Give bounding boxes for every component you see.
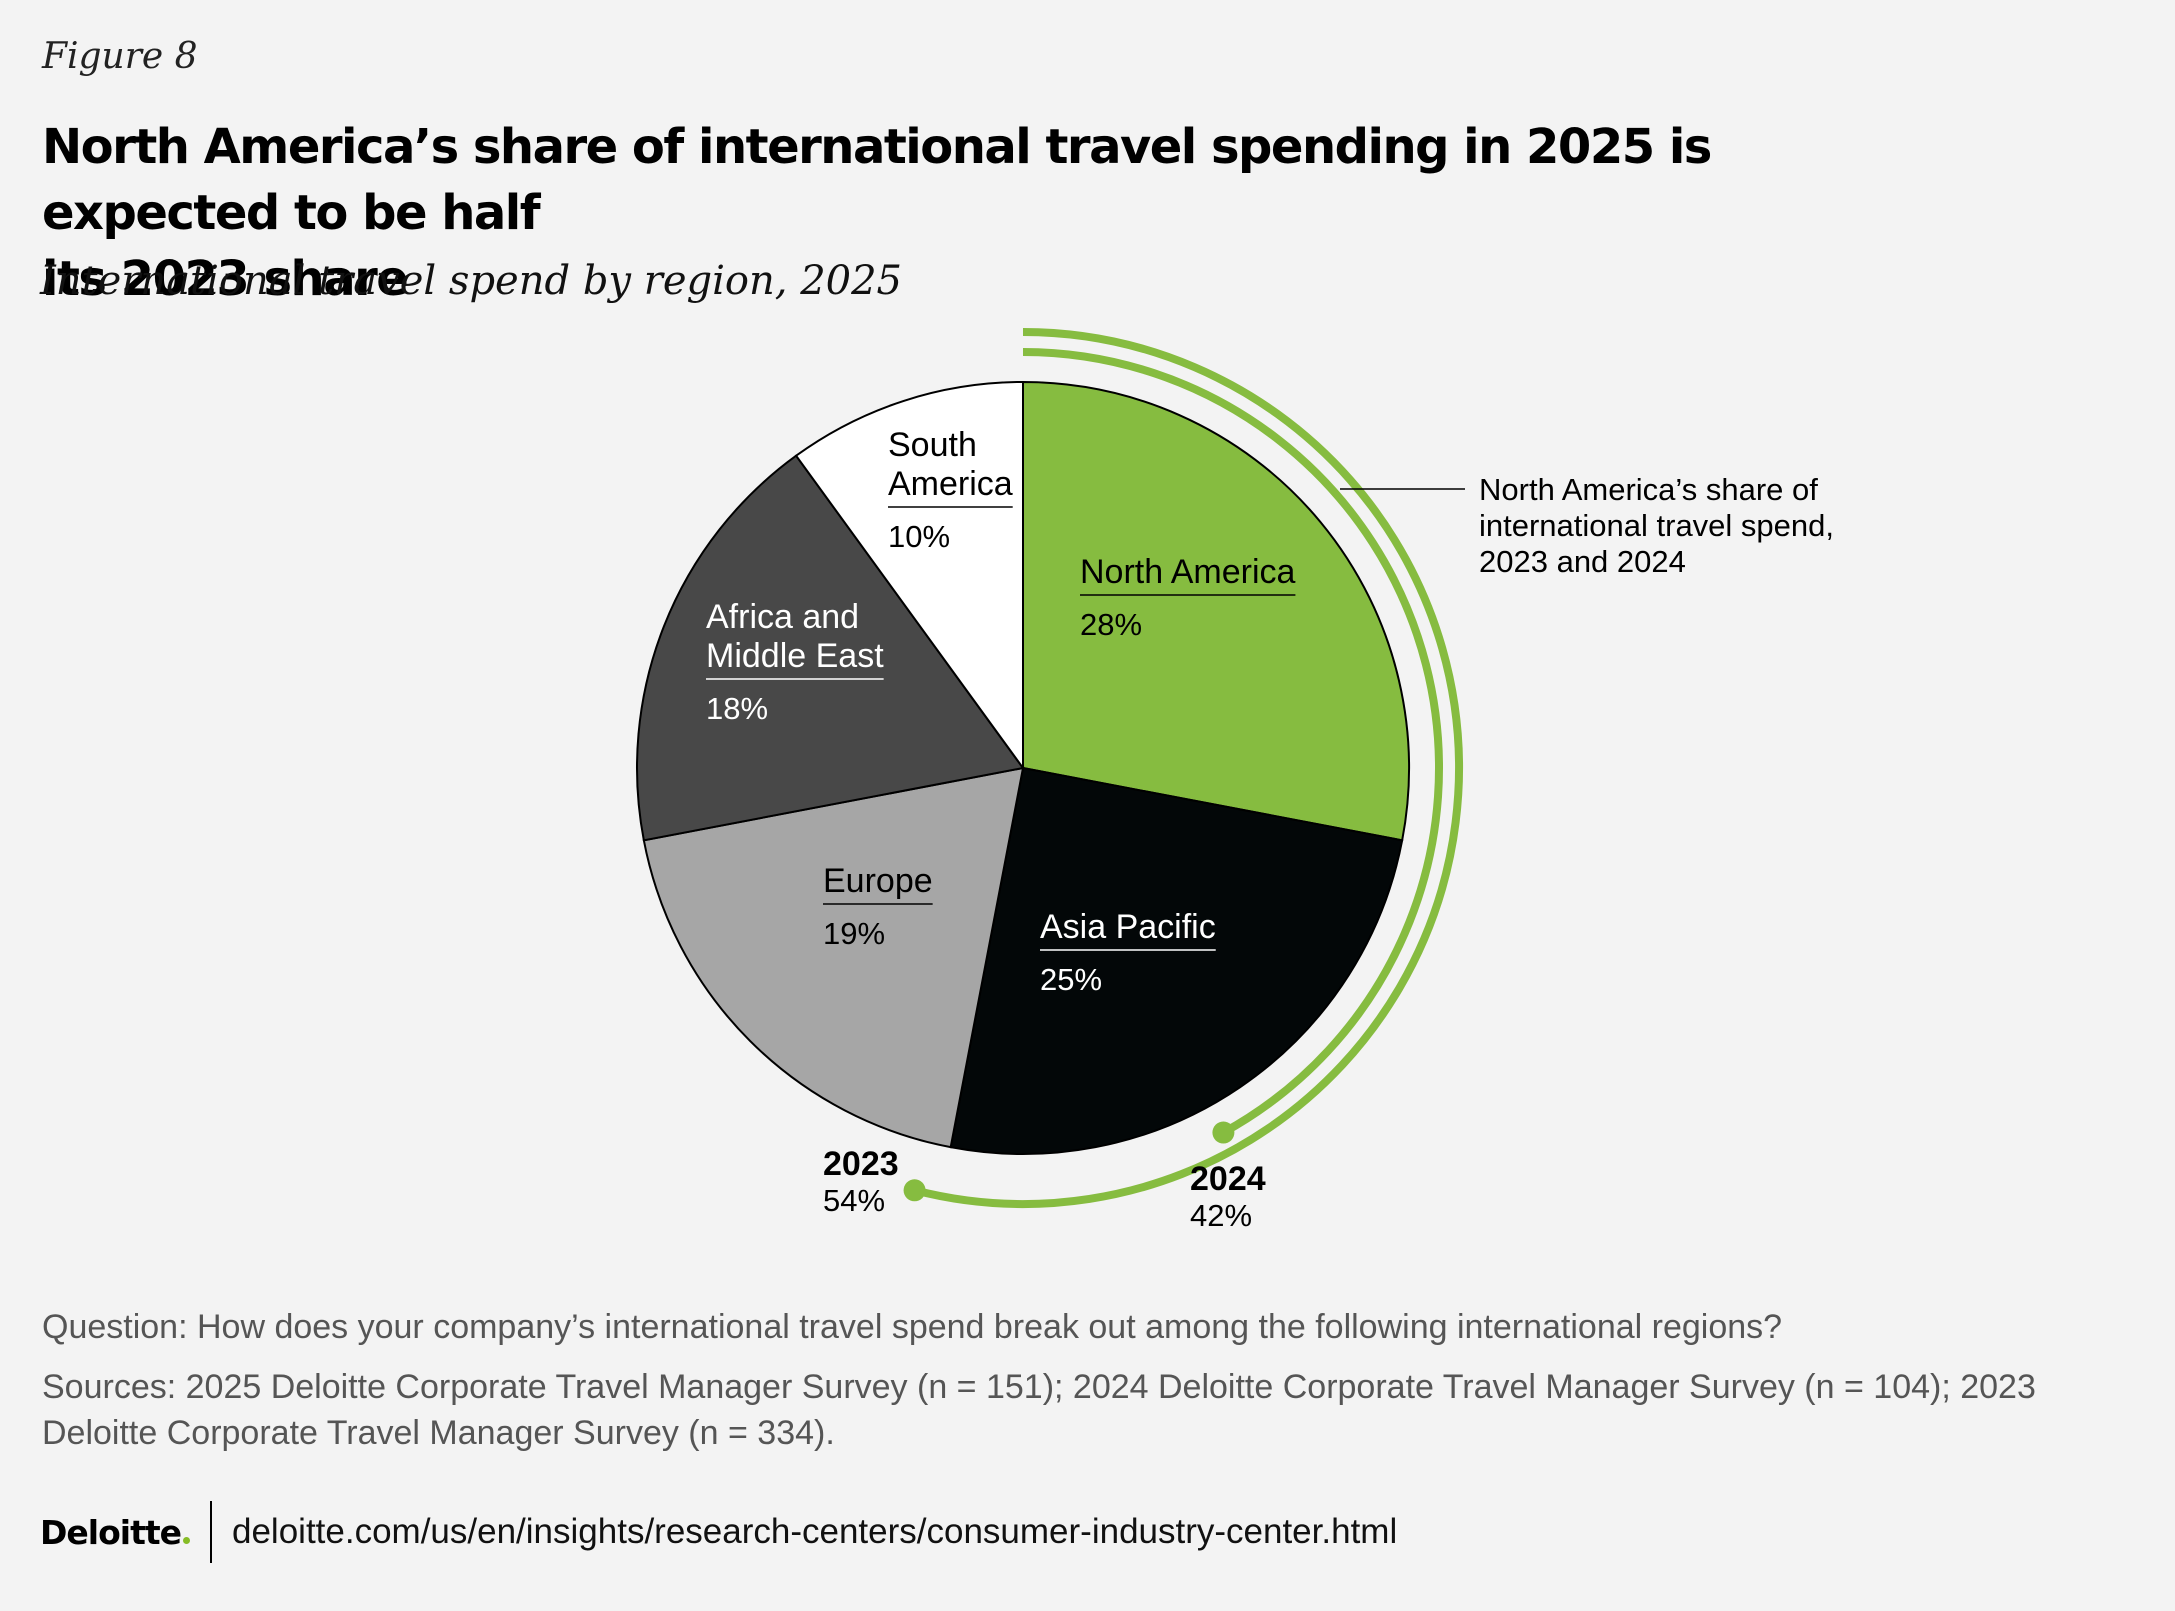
pie-slice-europe: [642, 766, 1025, 1149]
slice-name-south-america-line-1: South: [888, 426, 977, 464]
history-value-2024: 42%: [1190, 1198, 1252, 1233]
slice-value-asia-pacific: 25%: [1040, 962, 1102, 997]
footer: Deloitte deloitte.com/us/en/insights/res…: [40, 1500, 1397, 1564]
history-year-2024: 2024: [1190, 1160, 1266, 1198]
pie-chart: North America 28% Asia Pacific 25% Europe 19%…: [636, 328, 1834, 1233]
figure-label: Figure 8: [42, 36, 198, 77]
slice-name-south-america-line-2: America: [888, 465, 1013, 503]
history-arc-endpoint-2023: [903, 1179, 926, 1202]
chart-subtitle: International travel spend by region, 20…: [40, 258, 902, 304]
chart-title: North America’s share of international t…: [42, 114, 1942, 312]
slice-value-europe: 19%: [823, 916, 885, 951]
annotation-line-2: international travel spend,: [1479, 508, 1834, 543]
chart-title-line-2: its 2023 share: [42, 251, 409, 307]
deloitte-logo: Deloitte: [40, 1513, 190, 1552]
history-value-2023: 54%: [823, 1183, 885, 1218]
history-arc-2023: [913, 328, 1463, 1208]
slice-value-africa-and-middle-east: 18%: [706, 691, 768, 726]
slice-name-europe-line-1: Europe: [823, 862, 933, 900]
chart-title-line-1: North America’s share of international t…: [42, 119, 1712, 241]
slice-label-north-america: North America 28%: [1080, 553, 1295, 642]
annotation-line-1: North America’s share of: [1479, 472, 1818, 507]
footer-link[interactable]: deloitte.com/us/en/insights/research-cen…: [232, 1512, 1398, 1551]
footer-divider: [210, 1501, 212, 1563]
pie-slice-asia-pacific: [949, 766, 1404, 1155]
slice-label-europe: Europe 19%: [823, 862, 933, 951]
slice-label-asia-pacific: Asia Pacific 25%: [1040, 908, 1216, 997]
slice-value-south-america: 10%: [888, 519, 950, 554]
slice-name-asia-pacific-line-1: Asia Pacific: [1040, 908, 1216, 946]
pie-slice-north-america: [1022, 380, 1410, 842]
pie-slice-africa-and-middle-east: [636, 454, 1025, 842]
history-year-2023: 2023: [823, 1145, 899, 1183]
pie-slice-south-america: [794, 380, 1024, 772]
slice-value-north-america: 28%: [1080, 607, 1142, 642]
slice-name-north-america-line-1: North America: [1080, 553, 1295, 591]
history-arc-endpoint-2024: [1212, 1121, 1235, 1144]
deloitte-logo-text: Deloitte: [40, 1512, 182, 1552]
slice-name-africa-and-middle-east-line-1: Africa and: [706, 598, 859, 636]
slice-name-africa-and-middle-east-line-2: Middle East: [706, 637, 884, 675]
annotation-line-3: 2023 and 2024: [1479, 544, 1686, 579]
history-arc-2024: [1022, 348, 1443, 1137]
survey-question: Question: How does your company’s intern…: [42, 1308, 1783, 1346]
logo-dot-icon: [183, 1536, 190, 1544]
sources-note: Sources: 2025 Deloitte Corporate Travel …: [42, 1368, 2036, 1452]
